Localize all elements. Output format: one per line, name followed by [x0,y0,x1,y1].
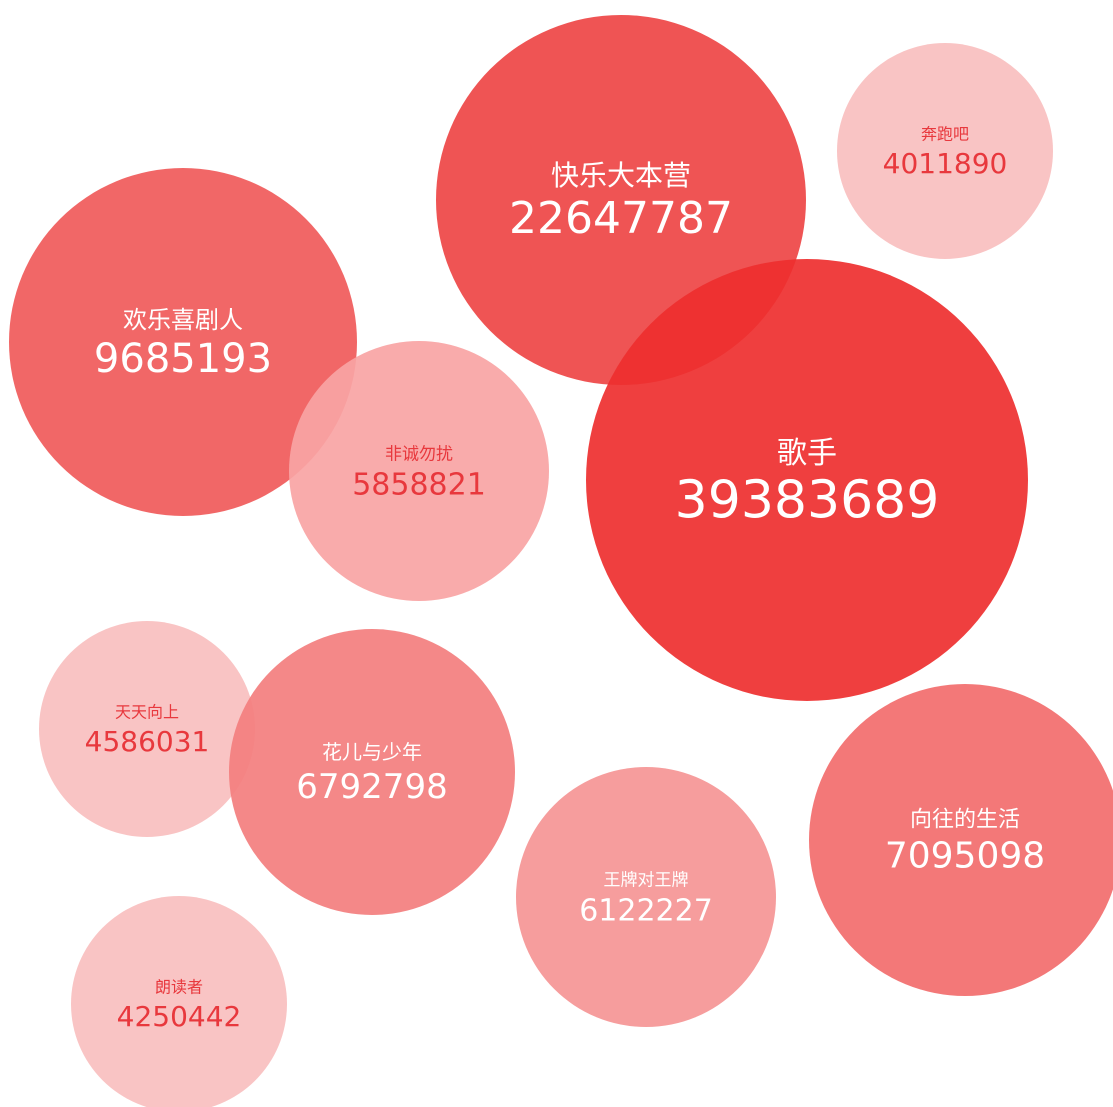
bubble-value: 7095098 [885,836,1045,877]
bubble-name: 天天向上 [115,703,179,722]
bubble [71,896,287,1107]
bubble-name: 奔跑吧 [921,125,969,144]
bubble-name: 朗读者 [155,978,203,997]
bubble-value: 6122227 [579,893,713,928]
bubble-name: 快乐大本营 [551,159,691,192]
bubble-value: 39383689 [675,471,940,531]
bubble [586,259,1028,701]
bubble-value: 4011890 [883,147,1008,180]
bubble [9,168,357,516]
bubble-value: 4586031 [85,725,210,758]
bubble-name: 歌手 [777,436,837,471]
bubble-name: 向往的生活 [910,808,1020,833]
bubble [39,621,255,837]
bubble-value: 4250442 [117,1000,242,1033]
bubble-name: 花儿与少年 [322,740,422,764]
bubble [289,341,549,601]
bubble-value: 22647787 [509,193,733,244]
bubble-name: 非诚勿扰 [385,444,453,464]
bubble-value: 6792798 [296,767,447,807]
bubble-name: 王牌对王牌 [604,870,689,890]
bubble-value: 5858821 [352,467,486,502]
bubble [837,43,1053,259]
bubble [516,767,776,1027]
bubble [229,629,515,915]
bubble-name: 欢乐喜剧人 [123,306,243,334]
bubble [809,684,1113,996]
bubble-value: 9685193 [94,336,272,382]
